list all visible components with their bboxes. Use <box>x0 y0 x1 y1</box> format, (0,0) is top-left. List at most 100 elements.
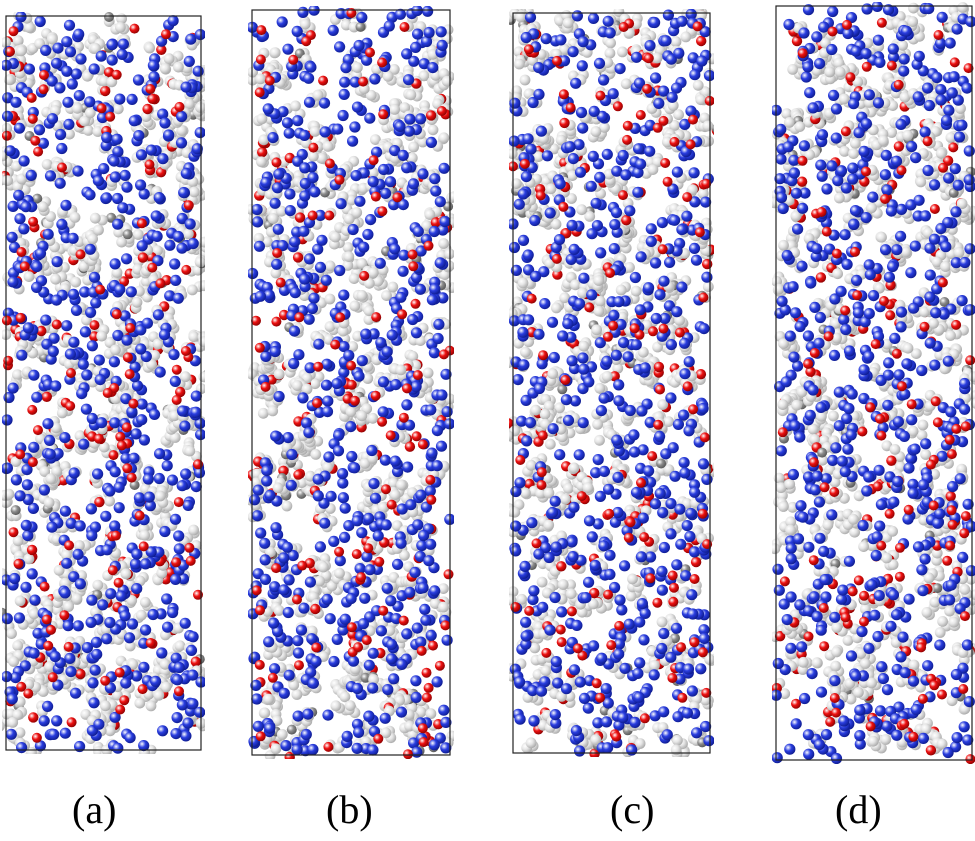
ion-atom <box>38 484 51 496</box>
ion-atom <box>31 261 43 273</box>
hydrogen-atom <box>324 293 336 305</box>
oxygen-atom <box>36 325 47 337</box>
oxygen-atom <box>113 577 124 588</box>
ion-atom <box>112 146 124 158</box>
ion-atom <box>338 88 350 100</box>
hydrogen-atom <box>309 125 321 137</box>
hydrogen-atom <box>627 573 638 585</box>
oxygen-atom <box>436 106 447 116</box>
ion-atom <box>169 258 181 270</box>
oxygen-atom <box>260 381 271 392</box>
hydrogen-atom <box>337 325 349 337</box>
ion-atom <box>190 481 202 493</box>
ion-atom <box>367 682 379 694</box>
oxygen-atom <box>126 472 137 483</box>
hydrogen-atom <box>396 479 407 491</box>
ion-atom <box>139 558 152 570</box>
ion-atom <box>191 143 203 155</box>
ion-atom <box>264 722 276 734</box>
oxygen-atom <box>128 398 139 409</box>
oxygen-atom <box>297 560 308 571</box>
ion-atom <box>354 195 366 207</box>
ion-atom <box>414 550 426 563</box>
oxygen-atom <box>310 603 321 615</box>
ion-atom <box>34 15 46 28</box>
carbon-atom <box>286 724 297 735</box>
ion-atom <box>364 112 376 124</box>
ion-atom <box>96 417 108 429</box>
ion-atom <box>397 265 409 277</box>
ion-atom <box>105 588 117 600</box>
hydrogen-atom <box>516 593 528 605</box>
oxygen-atom <box>365 47 375 58</box>
oxygen-atom <box>171 557 182 568</box>
ion-atom <box>79 326 91 338</box>
oxygen-atom <box>330 339 341 350</box>
ion-atom <box>367 647 379 659</box>
ion-atom <box>7 276 19 288</box>
hydrogen-atom <box>359 458 371 469</box>
ion-atom <box>2 613 13 625</box>
ion-atom <box>321 593 333 606</box>
oxygen-atom <box>381 484 391 495</box>
ion-atom <box>101 544 113 556</box>
oxygen-atom <box>404 441 416 452</box>
oxygen-atom <box>428 640 438 651</box>
oxygen-atom <box>107 565 118 576</box>
ion-atom <box>425 136 437 148</box>
ion-atom <box>176 212 188 225</box>
ion-atom <box>166 474 179 486</box>
hydrogen-atom <box>356 290 368 301</box>
hydrogen-atom <box>104 725 116 737</box>
ion-atom <box>292 710 304 722</box>
ion-atom <box>287 549 299 562</box>
ion-atom <box>354 563 366 575</box>
ion-atom <box>156 647 168 659</box>
ion-atom <box>51 256 63 268</box>
hydrogen-atom <box>389 104 400 115</box>
ion-atom <box>108 356 120 368</box>
ion-atom <box>61 320 73 332</box>
oxygen-atom <box>346 360 357 371</box>
oxygen-atom <box>254 87 265 98</box>
hydrogen-atom <box>139 529 151 541</box>
hydrogen-atom <box>625 590 637 602</box>
ion-atom <box>347 223 359 236</box>
oxygen-atom <box>377 206 388 217</box>
ion-atom <box>347 135 359 147</box>
oxygen-atom <box>368 155 379 166</box>
oxygen-atom <box>363 543 374 554</box>
simulation-box <box>251 9 451 756</box>
oxygen-atom <box>155 167 167 178</box>
ion-atom <box>401 399 413 411</box>
hydrogen-atom <box>174 640 186 652</box>
ion-atom <box>371 146 383 158</box>
ion-atom <box>150 675 162 687</box>
hydrogen-atom <box>188 331 200 343</box>
hydrogen-atom <box>389 489 401 501</box>
hydrogen-atom <box>407 350 419 362</box>
ion-atom <box>259 537 271 549</box>
ion-atom <box>14 213 26 225</box>
ion-atom <box>37 137 50 149</box>
hydrogen-atom <box>74 540 85 551</box>
hydrogen-atom <box>281 500 293 512</box>
ion-atom <box>74 740 86 753</box>
ion-atom <box>289 236 301 248</box>
oxygen-atom <box>421 667 432 678</box>
ion-atom <box>253 240 265 252</box>
hydrogen-atom <box>695 94 707 106</box>
ion-atom <box>286 448 298 461</box>
oxygen-atom <box>392 192 403 203</box>
ion-atom <box>304 362 316 374</box>
hydrogen-atom <box>612 362 624 374</box>
ion-atom <box>98 163 110 175</box>
oxygen-atom <box>33 146 44 157</box>
ion-atom <box>173 530 185 542</box>
hydrogen-atom <box>425 708 437 720</box>
ion-atom <box>278 687 290 699</box>
oxygen-atom <box>115 704 126 715</box>
ion-atom <box>366 444 378 457</box>
hydrogen-atom <box>513 58 525 70</box>
hydrogen-atom <box>509 506 521 518</box>
